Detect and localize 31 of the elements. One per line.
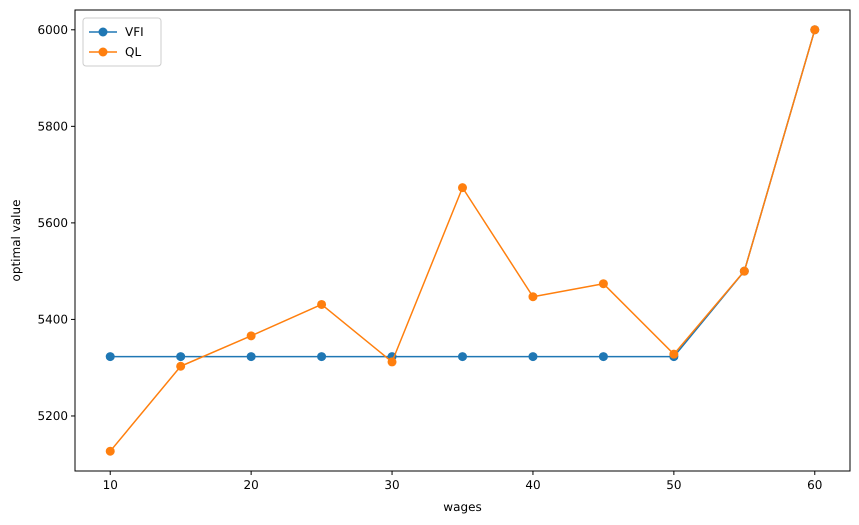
- point: [598, 279, 608, 288]
- legend-label: QL: [125, 45, 142, 59]
- point: [458, 183, 467, 192]
- point: [598, 352, 608, 362]
- point: [176, 352, 186, 362]
- point: [317, 352, 326, 362]
- y-axis-title: optimal value: [9, 200, 23, 282]
- point: [388, 357, 397, 366]
- point: [317, 300, 326, 309]
- point: [246, 352, 256, 362]
- x-tick-label: 10: [102, 478, 118, 492]
- y-tick-label: 6000: [37, 22, 68, 37]
- x-tick-label: 50: [666, 478, 682, 492]
- y-tick-label: 5200: [37, 408, 68, 423]
- y-tick-label: 5600: [37, 216, 68, 230]
- legend-label: VFI: [125, 25, 144, 39]
- point: [528, 352, 538, 362]
- point: [669, 350, 678, 359]
- x-tick-label: 20: [243, 478, 259, 492]
- point: [176, 362, 186, 371]
- x-axis-title: wages: [443, 500, 482, 514]
- point: [106, 446, 115, 456]
- point: [528, 292, 538, 302]
- y-tick-label: 5400: [37, 312, 68, 326]
- y-tick-label: 5800: [37, 119, 68, 134]
- x-tick-label: 60: [807, 478, 822, 492]
- point: [246, 331, 256, 340]
- x-tick-label: 40: [525, 478, 541, 492]
- point: [106, 352, 115, 362]
- point: [458, 352, 467, 362]
- x-tick-label: 30: [384, 478, 400, 492]
